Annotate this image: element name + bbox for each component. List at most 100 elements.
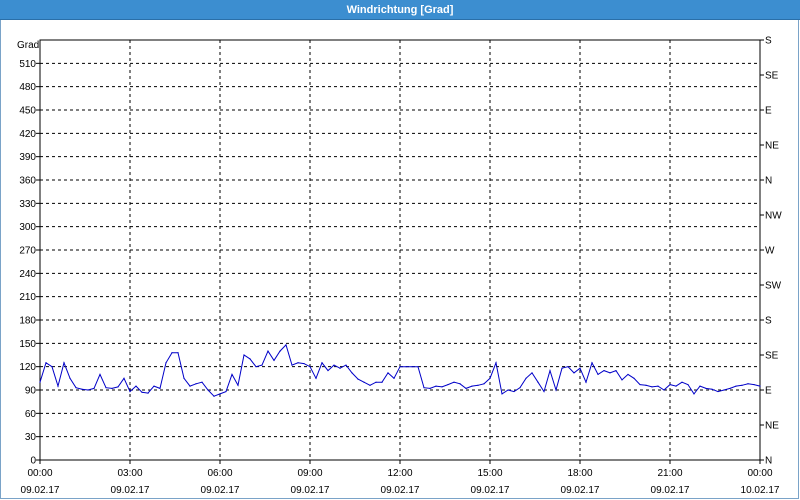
- y-tick-label: 210: [19, 292, 36, 303]
- data-point: [513, 390, 515, 393]
- x-tick-time: 00:00: [27, 468, 52, 479]
- data-point: [51, 366, 53, 368]
- data-point: [483, 383, 485, 385]
- data-point: [645, 384, 647, 386]
- data-point: [231, 373, 233, 376]
- data-point: [99, 373, 101, 376]
- data-point: [693, 393, 695, 395]
- data-point: [573, 372, 575, 374]
- data-point: [297, 362, 299, 364]
- data-point: [555, 389, 557, 391]
- y-tick-label: 450: [19, 106, 36, 117]
- y-axis-left: 0 30 60 90 120 150 180 210 240 270 300 330 360 390 420…: [19, 59, 40, 467]
- data-point: [291, 364, 293, 366]
- y-tick-label: 390: [19, 152, 36, 163]
- data-point: [177, 352, 179, 354]
- y-axis-label: Grad: [17, 40, 39, 51]
- y2-tick-label: E: [765, 106, 772, 117]
- data-point: [159, 387, 161, 390]
- data-point: [333, 364, 335, 366]
- y-tick-label: 300: [19, 222, 36, 233]
- data-point: [183, 377, 185, 379]
- data-point: [759, 385, 761, 387]
- data-point: [723, 389, 725, 391]
- data-point: [495, 362, 497, 364]
- y-tick-label: 510: [19, 59, 36, 70]
- data-point: [411, 366, 413, 368]
- data-point: [567, 366, 569, 368]
- data-point: [225, 390, 227, 393]
- y-tick-label: 120: [19, 362, 36, 373]
- data-point: [639, 383, 641, 386]
- data-point: [705, 387, 707, 390]
- x-tick-time: 15:00: [477, 468, 502, 479]
- data-point: [441, 386, 443, 388]
- data-point: [219, 393, 221, 395]
- data-point: [57, 385, 59, 387]
- x-tick-date: 09.02.17: [291, 485, 330, 496]
- x-tick-date: 09.02.17: [21, 485, 60, 496]
- data-point: [669, 383, 671, 386]
- data-point: [459, 383, 461, 385]
- data-point: [369, 384, 371, 386]
- x-tick-time: 18:00: [567, 468, 592, 479]
- data-point: [69, 377, 71, 379]
- data-point: [87, 389, 89, 391]
- data-point: [171, 352, 173, 354]
- data-point: [753, 383, 755, 386]
- chart-grid: [40, 40, 760, 460]
- data-point: [135, 385, 137, 387]
- data-point: [81, 388, 83, 390]
- x-tick-date: 09.02.17: [381, 485, 420, 496]
- data-point: [243, 354, 245, 356]
- data-point: [315, 377, 317, 379]
- y-tick-label: 30: [25, 432, 37, 443]
- data-point: [621, 379, 623, 381]
- x-tick-date: 09.02.17: [201, 485, 240, 496]
- data-point: [147, 392, 149, 394]
- y2-tick-label: SW: [765, 281, 782, 292]
- x-axis: 00:00 09.02.17 03:00 09.02.17 06:00 09.02.17 0…: [21, 460, 780, 496]
- data-point: [357, 378, 359, 380]
- y-axis-right: N NE E SE S SW W NW N NE E SE S: [760, 36, 782, 467]
- x-tick-date: 09.02.17: [111, 485, 150, 496]
- data-point: [447, 383, 449, 386]
- data-point: [105, 387, 107, 389]
- data-point: [591, 362, 593, 364]
- x-tick-date: 10.02.17: [741, 485, 780, 496]
- data-point: [381, 381, 383, 383]
- data-point: [387, 372, 389, 374]
- data-point: [681, 381, 683, 383]
- x-tick-time: 06:00: [207, 468, 232, 479]
- data-point: [423, 387, 425, 389]
- y-tick-label: 180: [19, 316, 36, 327]
- x-tick-time: 09:00: [297, 468, 322, 479]
- data-point: [711, 388, 713, 390]
- window-title: Windrichtung [Grad]: [0, 0, 800, 20]
- y2-tick-label: SE: [765, 351, 779, 362]
- data-point: [609, 372, 611, 374]
- y2-tick-label: NE: [765, 141, 779, 152]
- y2-tick-label: N: [765, 456, 772, 467]
- data-point: [123, 377, 125, 379]
- data-point: [351, 372, 353, 374]
- y-tick-label: 90: [25, 386, 37, 397]
- y2-tick-label: S: [765, 36, 772, 47]
- y-tick-label: 330: [19, 199, 36, 210]
- data-point: [363, 381, 365, 383]
- y-tick-label: 60: [25, 409, 37, 420]
- data-point: [477, 384, 479, 386]
- data-point: [309, 366, 311, 368]
- data-point: [279, 350, 281, 352]
- data-point: [165, 362, 167, 364]
- data-point: [687, 383, 689, 386]
- data-point: [717, 390, 719, 393]
- data-point: [405, 366, 407, 368]
- data-point: [501, 393, 503, 395]
- data-point: [675, 385, 677, 387]
- x-tick-time: 21:00: [657, 468, 682, 479]
- data-point: [63, 362, 65, 364]
- data-point: [273, 359, 275, 362]
- y-tick-label: 360: [19, 176, 36, 187]
- data-point: [663, 389, 665, 391]
